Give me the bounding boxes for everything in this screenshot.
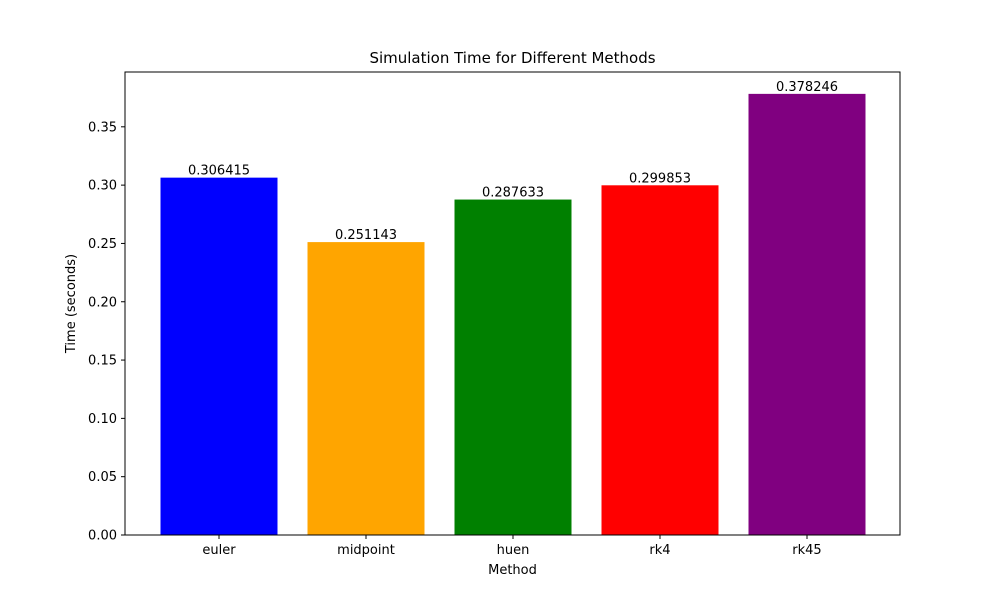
- x-tick-label-rk45: rk45: [792, 543, 821, 558]
- bar-midpoint: [307, 242, 425, 535]
- y-tick-label: 0.05: [88, 470, 117, 485]
- bar-huen: [454, 199, 572, 535]
- x-tick-label-euler: euler: [202, 543, 236, 558]
- y-tick-label: 0.10: [88, 412, 117, 427]
- data-label-huen: 0.287633: [482, 186, 544, 201]
- data-label-midpoint: 0.251143: [335, 228, 397, 243]
- y-tick-label: 0.00: [88, 529, 117, 544]
- x-axis-label: Method: [488, 563, 537, 578]
- data-label-euler: 0.306415: [188, 164, 250, 179]
- x-axis-ticks: euler midpoint huen rk4 rk45: [202, 535, 822, 558]
- y-tick-label: 0.30: [88, 179, 117, 194]
- y-tick-label: 0.35: [88, 120, 117, 135]
- chart-title: Simulation Time for Different Methods: [369, 49, 655, 67]
- y-tick-label: 0.20: [88, 295, 117, 310]
- bars-layer: [160, 93, 866, 536]
- y-axis-ticks: 0.00 0.05 0.10 0.15 0.20 0.25 0.30 0.35: [88, 120, 125, 544]
- x-tick-label-rk4: rk4: [649, 543, 670, 558]
- bar-rk45: [748, 93, 866, 535]
- bar-euler: [160, 177, 278, 535]
- x-tick-label-huen: huen: [497, 543, 530, 558]
- data-label-rk45: 0.378246: [776, 80, 838, 95]
- bar-rk4: [601, 185, 719, 536]
- plot-frame: [124, 71, 901, 536]
- data-labels: 0.306415 0.251143 0.287633 0.299853 0.378246: [188, 80, 838, 243]
- y-tick-label: 0.15: [88, 354, 117, 369]
- y-tick-label: 0.25: [88, 237, 117, 252]
- y-axis-label: Time (seconds): [64, 254, 79, 354]
- data-label-rk4: 0.299853: [629, 171, 691, 186]
- x-tick-label-midpoint: midpoint: [337, 543, 395, 558]
